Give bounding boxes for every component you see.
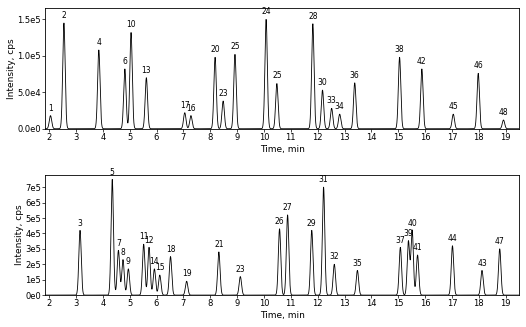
Text: 25: 25 — [272, 72, 281, 80]
Text: 46: 46 — [473, 61, 483, 70]
Text: 44: 44 — [448, 234, 457, 243]
Text: 26: 26 — [275, 217, 285, 226]
Text: 17: 17 — [180, 101, 189, 110]
Text: 24: 24 — [261, 7, 271, 16]
Text: 23: 23 — [236, 265, 245, 274]
Text: 13: 13 — [141, 66, 151, 75]
X-axis label: Time, min: Time, min — [260, 145, 305, 154]
Text: 3: 3 — [78, 218, 83, 228]
Text: 2: 2 — [62, 11, 66, 20]
Text: 28: 28 — [308, 12, 318, 21]
Text: 18: 18 — [166, 245, 175, 254]
Text: 6: 6 — [123, 57, 127, 66]
Text: 12: 12 — [144, 235, 154, 245]
Y-axis label: Intensity, cps: Intensity, cps — [15, 205, 24, 265]
Text: 33: 33 — [327, 96, 337, 105]
Text: 45: 45 — [448, 102, 458, 111]
Text: 25: 25 — [230, 42, 240, 51]
Text: 7: 7 — [116, 239, 121, 248]
Text: 27: 27 — [283, 203, 292, 212]
Text: 14: 14 — [149, 257, 159, 266]
Text: 42: 42 — [417, 57, 427, 66]
Text: 4: 4 — [96, 38, 102, 47]
Text: 30: 30 — [318, 78, 327, 87]
Text: 15: 15 — [155, 263, 165, 272]
Text: 16: 16 — [186, 104, 196, 112]
Text: 20: 20 — [210, 45, 220, 54]
Text: 35: 35 — [352, 259, 362, 268]
Text: 21: 21 — [214, 240, 224, 249]
Text: 34: 34 — [335, 102, 345, 111]
Text: 10: 10 — [126, 21, 136, 29]
Text: 48: 48 — [499, 108, 508, 117]
Text: 39: 39 — [403, 229, 413, 238]
Text: 47: 47 — [495, 237, 504, 246]
Text: 40: 40 — [407, 218, 417, 228]
Text: 36: 36 — [350, 71, 360, 80]
Text: 5: 5 — [110, 168, 115, 177]
Text: 23: 23 — [218, 89, 228, 98]
Text: 8: 8 — [120, 248, 125, 257]
Text: 9: 9 — [126, 257, 131, 266]
Text: 41: 41 — [413, 243, 422, 252]
Text: 19: 19 — [182, 269, 191, 279]
Text: 29: 29 — [307, 218, 317, 228]
X-axis label: Time, min: Time, min — [260, 311, 305, 320]
Y-axis label: Intensity, cps: Intensity, cps — [7, 38, 16, 99]
Text: 38: 38 — [394, 45, 404, 54]
Text: 32: 32 — [329, 252, 339, 262]
Text: 43: 43 — [477, 259, 487, 268]
Text: 1: 1 — [48, 104, 53, 112]
Text: 31: 31 — [319, 175, 328, 184]
Text: 11: 11 — [139, 232, 148, 241]
Text: 37: 37 — [396, 235, 405, 245]
